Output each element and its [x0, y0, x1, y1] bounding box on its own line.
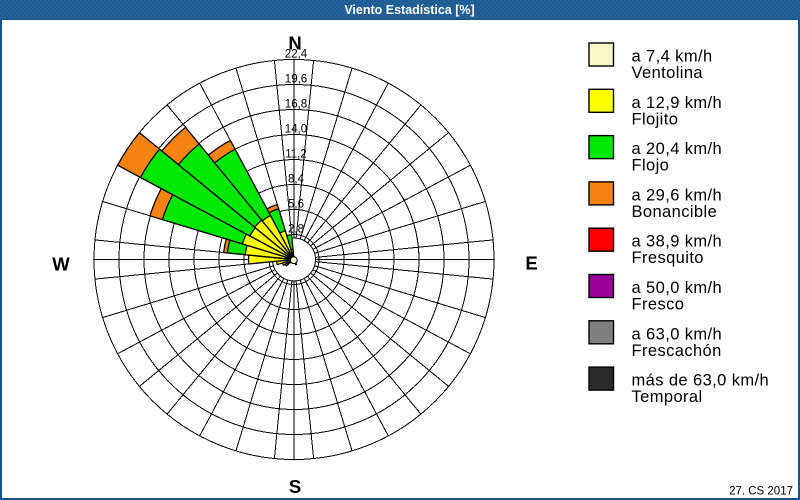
svg-text:más de 63,0 km/h: más de 63,0 km/h	[632, 372, 770, 390]
svg-text:5,6: 5,6	[288, 198, 304, 210]
svg-text:11,2: 11,2	[285, 148, 307, 160]
svg-text:W: W	[52, 254, 70, 275]
svg-text:a 29,6 km/h: a 29,6 km/h	[632, 186, 723, 204]
svg-text:a 12,9 km/h: a 12,9 km/h	[632, 94, 723, 112]
svg-text:22,4: 22,4	[285, 48, 308, 60]
svg-text:E: E	[525, 253, 537, 274]
svg-text:a 7,4 km/h: a 7,4 km/h	[632, 48, 713, 66]
svg-text:a 63,0 km/h: a 63,0 km/h	[632, 325, 723, 343]
svg-text:8,4: 8,4	[288, 173, 305, 185]
svg-text:Ventolina: Ventolina	[632, 64, 704, 82]
svg-text:19,6: 19,6	[285, 73, 307, 85]
svg-text:S: S	[289, 476, 301, 497]
svg-text:Bonancible: Bonancible	[632, 203, 718, 221]
svg-text:N: N	[288, 33, 301, 54]
svg-text:14,0: 14,0	[285, 123, 307, 135]
svg-text:Flojo: Flojo	[632, 157, 670, 175]
svg-text:a 38,9 km/h: a 38,9 km/h	[632, 233, 723, 251]
svg-text:Temporal: Temporal	[632, 388, 703, 406]
svg-text:Fresquito: Fresquito	[632, 249, 704, 267]
svg-text:Fresco: Fresco	[632, 296, 685, 314]
svg-text:27. CS 2017: 27. CS 2017	[729, 486, 793, 498]
svg-text:16,8: 16,8	[285, 98, 307, 110]
svg-text:2,8: 2,8	[288, 223, 304, 235]
svg-text:Frescachón: Frescachón	[632, 342, 722, 360]
svg-text:a 20,4 km/h: a 20,4 km/h	[632, 140, 723, 158]
svg-text:Flojito: Flojito	[632, 110, 679, 128]
svg-text:a 50,0 km/h: a 50,0 km/h	[632, 279, 723, 297]
